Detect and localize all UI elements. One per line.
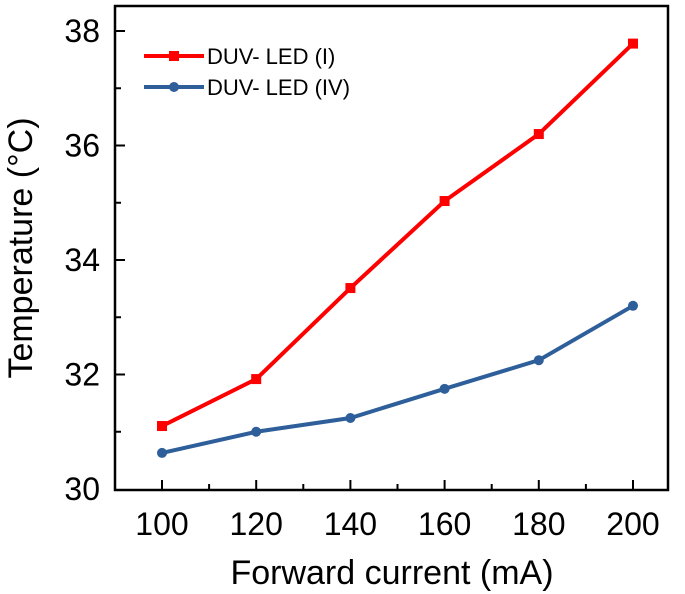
y-tick-label: 34 [64, 242, 100, 278]
y-axis-label: Temperature (°C) [2, 117, 40, 378]
x-tick-label: 120 [230, 506, 283, 542]
x-tick-label: 180 [512, 506, 565, 542]
series-line [161, 42, 635, 428]
legend-label: DUV- LED (IV) [207, 75, 350, 100]
x-tick-label: 200 [606, 506, 659, 542]
plot-frame [113, 4, 670, 492]
x-tick-label: 160 [418, 506, 471, 542]
x-axis-label: Forward current (mA) [230, 554, 553, 592]
legend-marker [169, 82, 179, 92]
data-point [628, 38, 638, 49]
legend-marker [169, 51, 179, 61]
series-line [161, 304, 635, 455]
data-point [251, 374, 262, 385]
data-point [345, 413, 356, 424]
data-point [251, 426, 262, 437]
data-point [439, 383, 450, 394]
y-tick-label: 30 [64, 471, 100, 507]
data-point [533, 355, 544, 366]
legend-label: DUV- LED (I) [207, 44, 335, 69]
x-tick-label: 100 [135, 506, 188, 542]
y-tick-label: 32 [64, 357, 100, 393]
data-point [628, 300, 638, 311]
data-point [345, 283, 356, 294]
data-point [157, 421, 167, 432]
y-tick-label: 38 [64, 13, 100, 49]
y-tick-label: 36 [64, 128, 100, 164]
data-point [439, 196, 450, 207]
data-point [157, 447, 167, 458]
data-point [533, 129, 544, 140]
x-tick-label: 140 [324, 506, 377, 542]
